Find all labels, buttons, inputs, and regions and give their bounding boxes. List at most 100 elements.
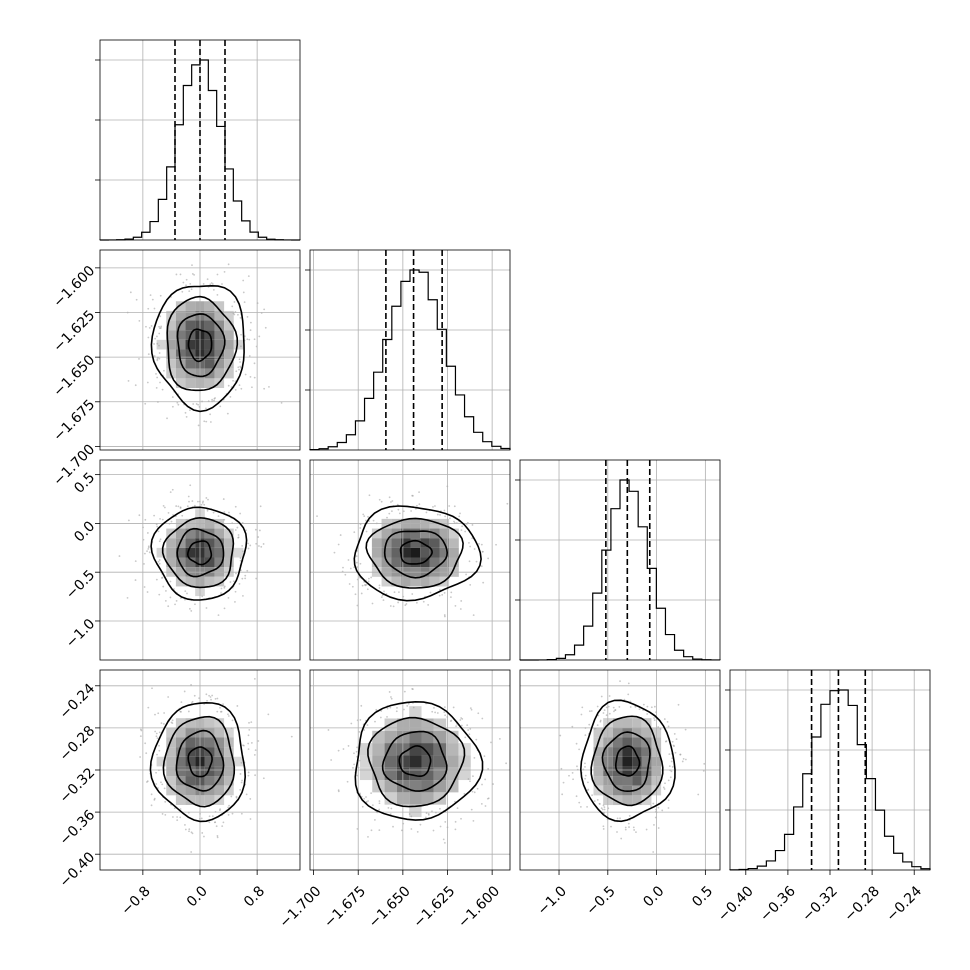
sample-point [223,585,226,588]
sample-point [416,601,418,604]
sample-point [155,735,158,738]
sample-point [161,813,164,815]
sample-point [188,607,191,610]
sample-point [668,753,671,756]
density-cell [400,547,411,558]
sample-point [227,806,230,809]
sample-point [650,706,653,709]
density-cell [612,756,623,767]
contour-level-0 [186,540,213,566]
sample-point [160,325,163,328]
sample-point [403,690,406,693]
sample-point [203,835,205,838]
sample-point [193,504,196,507]
sample-point [262,543,265,545]
density-cell [410,547,421,558]
sample-point [378,587,381,589]
sample-point [667,779,670,782]
density-cell [593,727,604,738]
sample-point [645,828,648,831]
sample-point [525,569,527,571]
density-cell [175,557,186,568]
sample-point [197,500,199,503]
sample-point [158,559,161,561]
sample-point [186,505,189,508]
sample-point [236,705,239,707]
sample-point [158,744,160,747]
sample-point [215,825,218,828]
density-cell [204,785,215,796]
sample-point [185,284,187,287]
sample-point [167,696,170,698]
xtick-label-p2: 0.5 [689,883,716,910]
sample-point [211,815,214,817]
sample-point [192,403,195,405]
sample-point [388,496,391,499]
sample-point [185,278,188,281]
panel-p2-p3 [519,669,721,871]
density-cell [433,767,447,781]
sample-point [427,812,430,815]
sample-point [244,577,247,580]
sample-point [460,600,463,602]
sample-point [675,738,678,741]
ytick-label-p1: −1.650 [50,352,98,400]
density-cell [409,718,422,731]
density-cell [224,339,234,350]
ytick-label-p3: −0.28 [57,723,99,765]
sample-point [337,789,340,792]
sample-point [193,694,196,697]
sample-point [228,511,230,514]
density-cell [446,767,459,781]
sample-point [495,543,497,546]
sample-point [371,804,374,807]
contour-level-3 [150,506,248,601]
sample-point [171,722,174,725]
density-cell [175,528,186,539]
sample-point [209,421,212,423]
sample-point [673,733,676,735]
sample-point [471,524,474,526]
density-cell [185,785,196,796]
sample-point [610,825,612,828]
sample-point [480,543,483,546]
sample-point [229,581,232,583]
sample-point [588,710,591,713]
sample-point [139,735,142,738]
sample-point [584,777,587,780]
scatter-p0-p1 [126,263,283,427]
sample-point [202,283,205,285]
scatter-layer [118,263,706,853]
sample-point [227,263,230,266]
sample-point [354,593,357,596]
sample-point [337,749,340,752]
density-cell [421,755,434,768]
sample-point [466,724,469,727]
sample-point [259,505,262,508]
density-cell [622,718,633,728]
sample-point [190,288,193,291]
density-cell [391,538,401,548]
sample-point [249,818,252,820]
sample-point [148,326,151,329]
sample-point [347,745,350,747]
sample-point [139,756,142,758]
xtick-label-p1: −1.600 [455,883,503,931]
density-cell [175,785,186,796]
sample-point [238,358,241,361]
sample-point [227,384,230,387]
density-cell [185,737,196,748]
sample-point [411,593,414,595]
contour-level-1 [381,730,448,792]
sample-point [179,710,182,713]
density-cell [175,727,186,738]
density-cell [622,756,633,767]
sample-point [237,536,240,539]
sample-point [205,497,208,499]
density-cell [175,339,186,350]
sample-point [390,807,393,810]
sample-point [600,695,603,698]
sample-point [347,559,350,561]
sample-point [171,405,174,408]
sample-point [356,746,358,749]
